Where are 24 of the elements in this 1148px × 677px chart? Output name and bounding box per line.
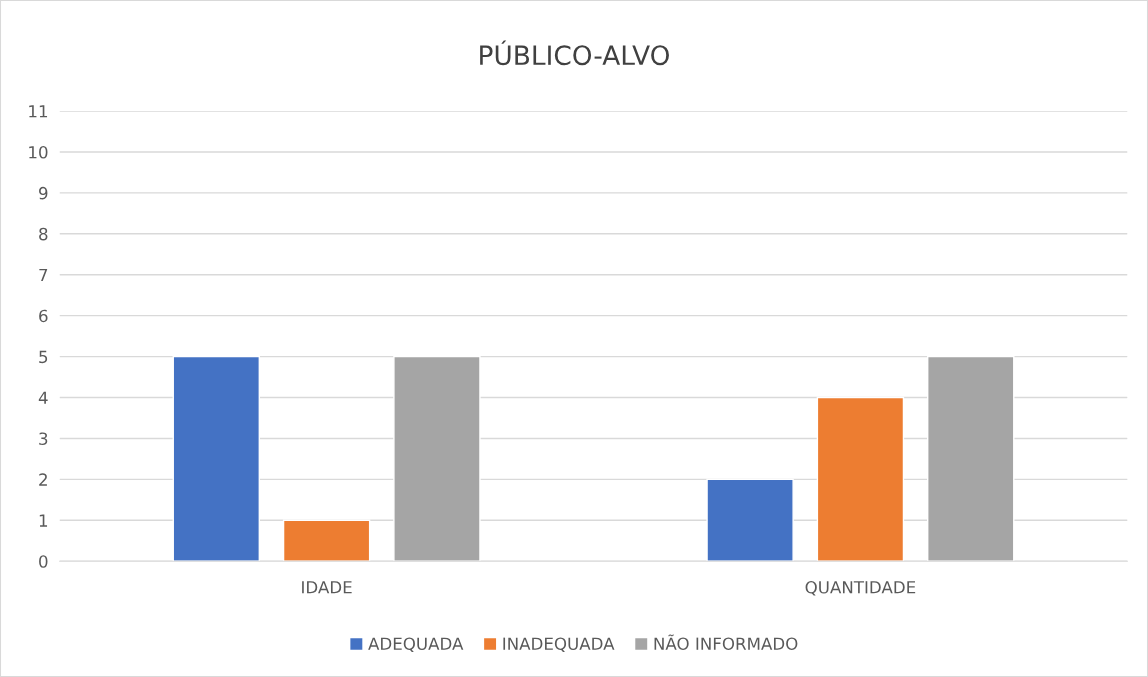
y-tick-label: 8 [39,227,48,241]
y-tick-label: 4 [38,391,48,404]
y-tick-label: 9 [39,186,48,200]
y-tick-label: 2 [39,473,47,486]
x-tick-label: IDADE [302,581,352,594]
x-tick-label: QUANTIDADE [805,580,916,596]
chart-title: PÚBLICO-ALVO [480,40,669,66]
y-tick-label: 3 [39,432,48,446]
y-tick-label: 11 [29,105,48,118]
legend-label: INADEQUADA [503,637,615,652]
y-tick-label: 1 [39,514,48,527]
bar [393,355,481,562]
y-tick-label: 6 [39,309,48,323]
bar [927,355,1015,562]
bar [706,478,794,562]
bar [172,355,261,562]
y-tick-label: 5 [39,350,48,364]
legend-label: NÃO INFORMADO [654,634,798,651]
legend-label: ADEQUADA [368,637,464,652]
bar [282,519,371,562]
y-tick-label: 0 [39,555,48,568]
y-tick-label: 10 [29,145,48,159]
y-tick-label: 7 [39,268,48,282]
bar [816,396,905,562]
